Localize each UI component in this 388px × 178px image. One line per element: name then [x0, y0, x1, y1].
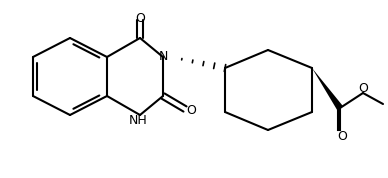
Text: O: O — [135, 12, 145, 25]
Text: O: O — [337, 130, 347, 143]
Text: O: O — [358, 82, 368, 95]
Text: NH: NH — [129, 114, 147, 127]
Text: O: O — [186, 104, 196, 117]
Text: N: N — [158, 51, 168, 64]
Polygon shape — [312, 68, 343, 110]
